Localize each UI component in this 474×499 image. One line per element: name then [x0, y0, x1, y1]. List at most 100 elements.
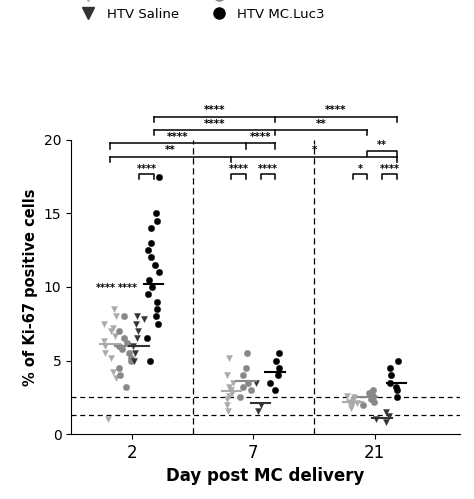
Point — [347, 404, 355, 412]
Point — [275, 349, 283, 357]
Point — [140, 315, 147, 323]
Point — [133, 312, 141, 320]
Point — [111, 331, 118, 339]
Point — [272, 356, 280, 364]
Text: **: ** — [316, 119, 327, 129]
Point — [373, 415, 380, 423]
Text: ****: **** — [229, 164, 249, 174]
Text: *: * — [311, 145, 317, 155]
Text: ****: **** — [204, 105, 225, 115]
Point — [155, 173, 163, 181]
Point — [252, 379, 260, 387]
Point — [248, 386, 255, 394]
Point — [224, 407, 231, 415]
Point — [116, 371, 124, 379]
Point — [359, 401, 367, 409]
Text: **: ** — [165, 145, 176, 155]
Point — [125, 349, 132, 357]
Point — [155, 268, 162, 276]
Point — [100, 337, 108, 345]
Point — [229, 379, 237, 387]
Point — [345, 398, 353, 406]
Point — [148, 283, 155, 291]
Point — [274, 371, 282, 379]
Text: ****: **** — [250, 132, 271, 142]
Point — [131, 349, 139, 357]
Point — [132, 320, 140, 328]
Point — [115, 364, 122, 372]
Text: ****: **** — [379, 164, 399, 174]
Point — [350, 393, 358, 401]
Point — [100, 320, 107, 328]
Point — [153, 312, 160, 320]
Point — [353, 399, 361, 407]
Point — [225, 392, 233, 400]
Point — [127, 354, 135, 362]
Text: ****: **** — [167, 132, 189, 142]
Point — [388, 371, 395, 379]
Point — [152, 210, 159, 218]
Point — [112, 374, 120, 382]
Point — [146, 356, 154, 364]
Point — [129, 342, 137, 350]
Point — [393, 393, 401, 401]
Point — [271, 386, 279, 394]
X-axis label: Day post MC delivery: Day post MC delivery — [166, 468, 365, 486]
Point — [223, 395, 231, 403]
Point — [143, 334, 151, 342]
Point — [109, 324, 117, 332]
Text: ****: **** — [325, 105, 346, 115]
Point — [115, 342, 123, 350]
Point — [223, 371, 230, 379]
Point — [395, 356, 402, 364]
Point — [225, 383, 232, 391]
Point — [369, 392, 376, 400]
Point — [236, 393, 244, 401]
Point — [153, 305, 161, 313]
Point — [382, 408, 390, 416]
Text: ****: **** — [258, 164, 278, 174]
Point — [144, 290, 152, 298]
Point — [386, 379, 394, 387]
Point — [104, 415, 112, 423]
Point — [369, 386, 377, 394]
Text: ****: **** — [96, 283, 116, 293]
Point — [254, 407, 262, 415]
Point — [134, 327, 141, 335]
Point — [383, 418, 390, 426]
Point — [225, 354, 232, 362]
Point — [101, 349, 109, 357]
Text: ****: **** — [118, 283, 138, 293]
Point — [348, 401, 356, 409]
Y-axis label: % of Ki-67 positive cells: % of Ki-67 positive cells — [23, 188, 38, 386]
Point — [154, 320, 162, 328]
Point — [130, 356, 137, 364]
Point — [393, 386, 401, 394]
Point — [370, 398, 377, 406]
Point — [367, 395, 375, 403]
Point — [370, 393, 377, 401]
Point — [118, 345, 126, 353]
Point — [223, 401, 231, 409]
Point — [101, 342, 109, 350]
Point — [147, 224, 155, 232]
Point — [153, 217, 161, 225]
Text: ****: **** — [137, 164, 156, 174]
Point — [387, 364, 394, 372]
Point — [243, 364, 250, 372]
Point — [228, 389, 236, 397]
Point — [239, 383, 246, 391]
Point — [147, 239, 155, 247]
Point — [145, 275, 152, 283]
Point — [257, 401, 265, 409]
Point — [243, 349, 250, 357]
Point — [245, 379, 252, 387]
Text: *: * — [358, 164, 363, 174]
Point — [343, 392, 351, 400]
Point — [110, 305, 118, 313]
Point — [133, 334, 141, 342]
Point — [121, 312, 128, 320]
Point — [108, 354, 115, 362]
Point — [392, 383, 400, 391]
Point — [349, 396, 357, 404]
